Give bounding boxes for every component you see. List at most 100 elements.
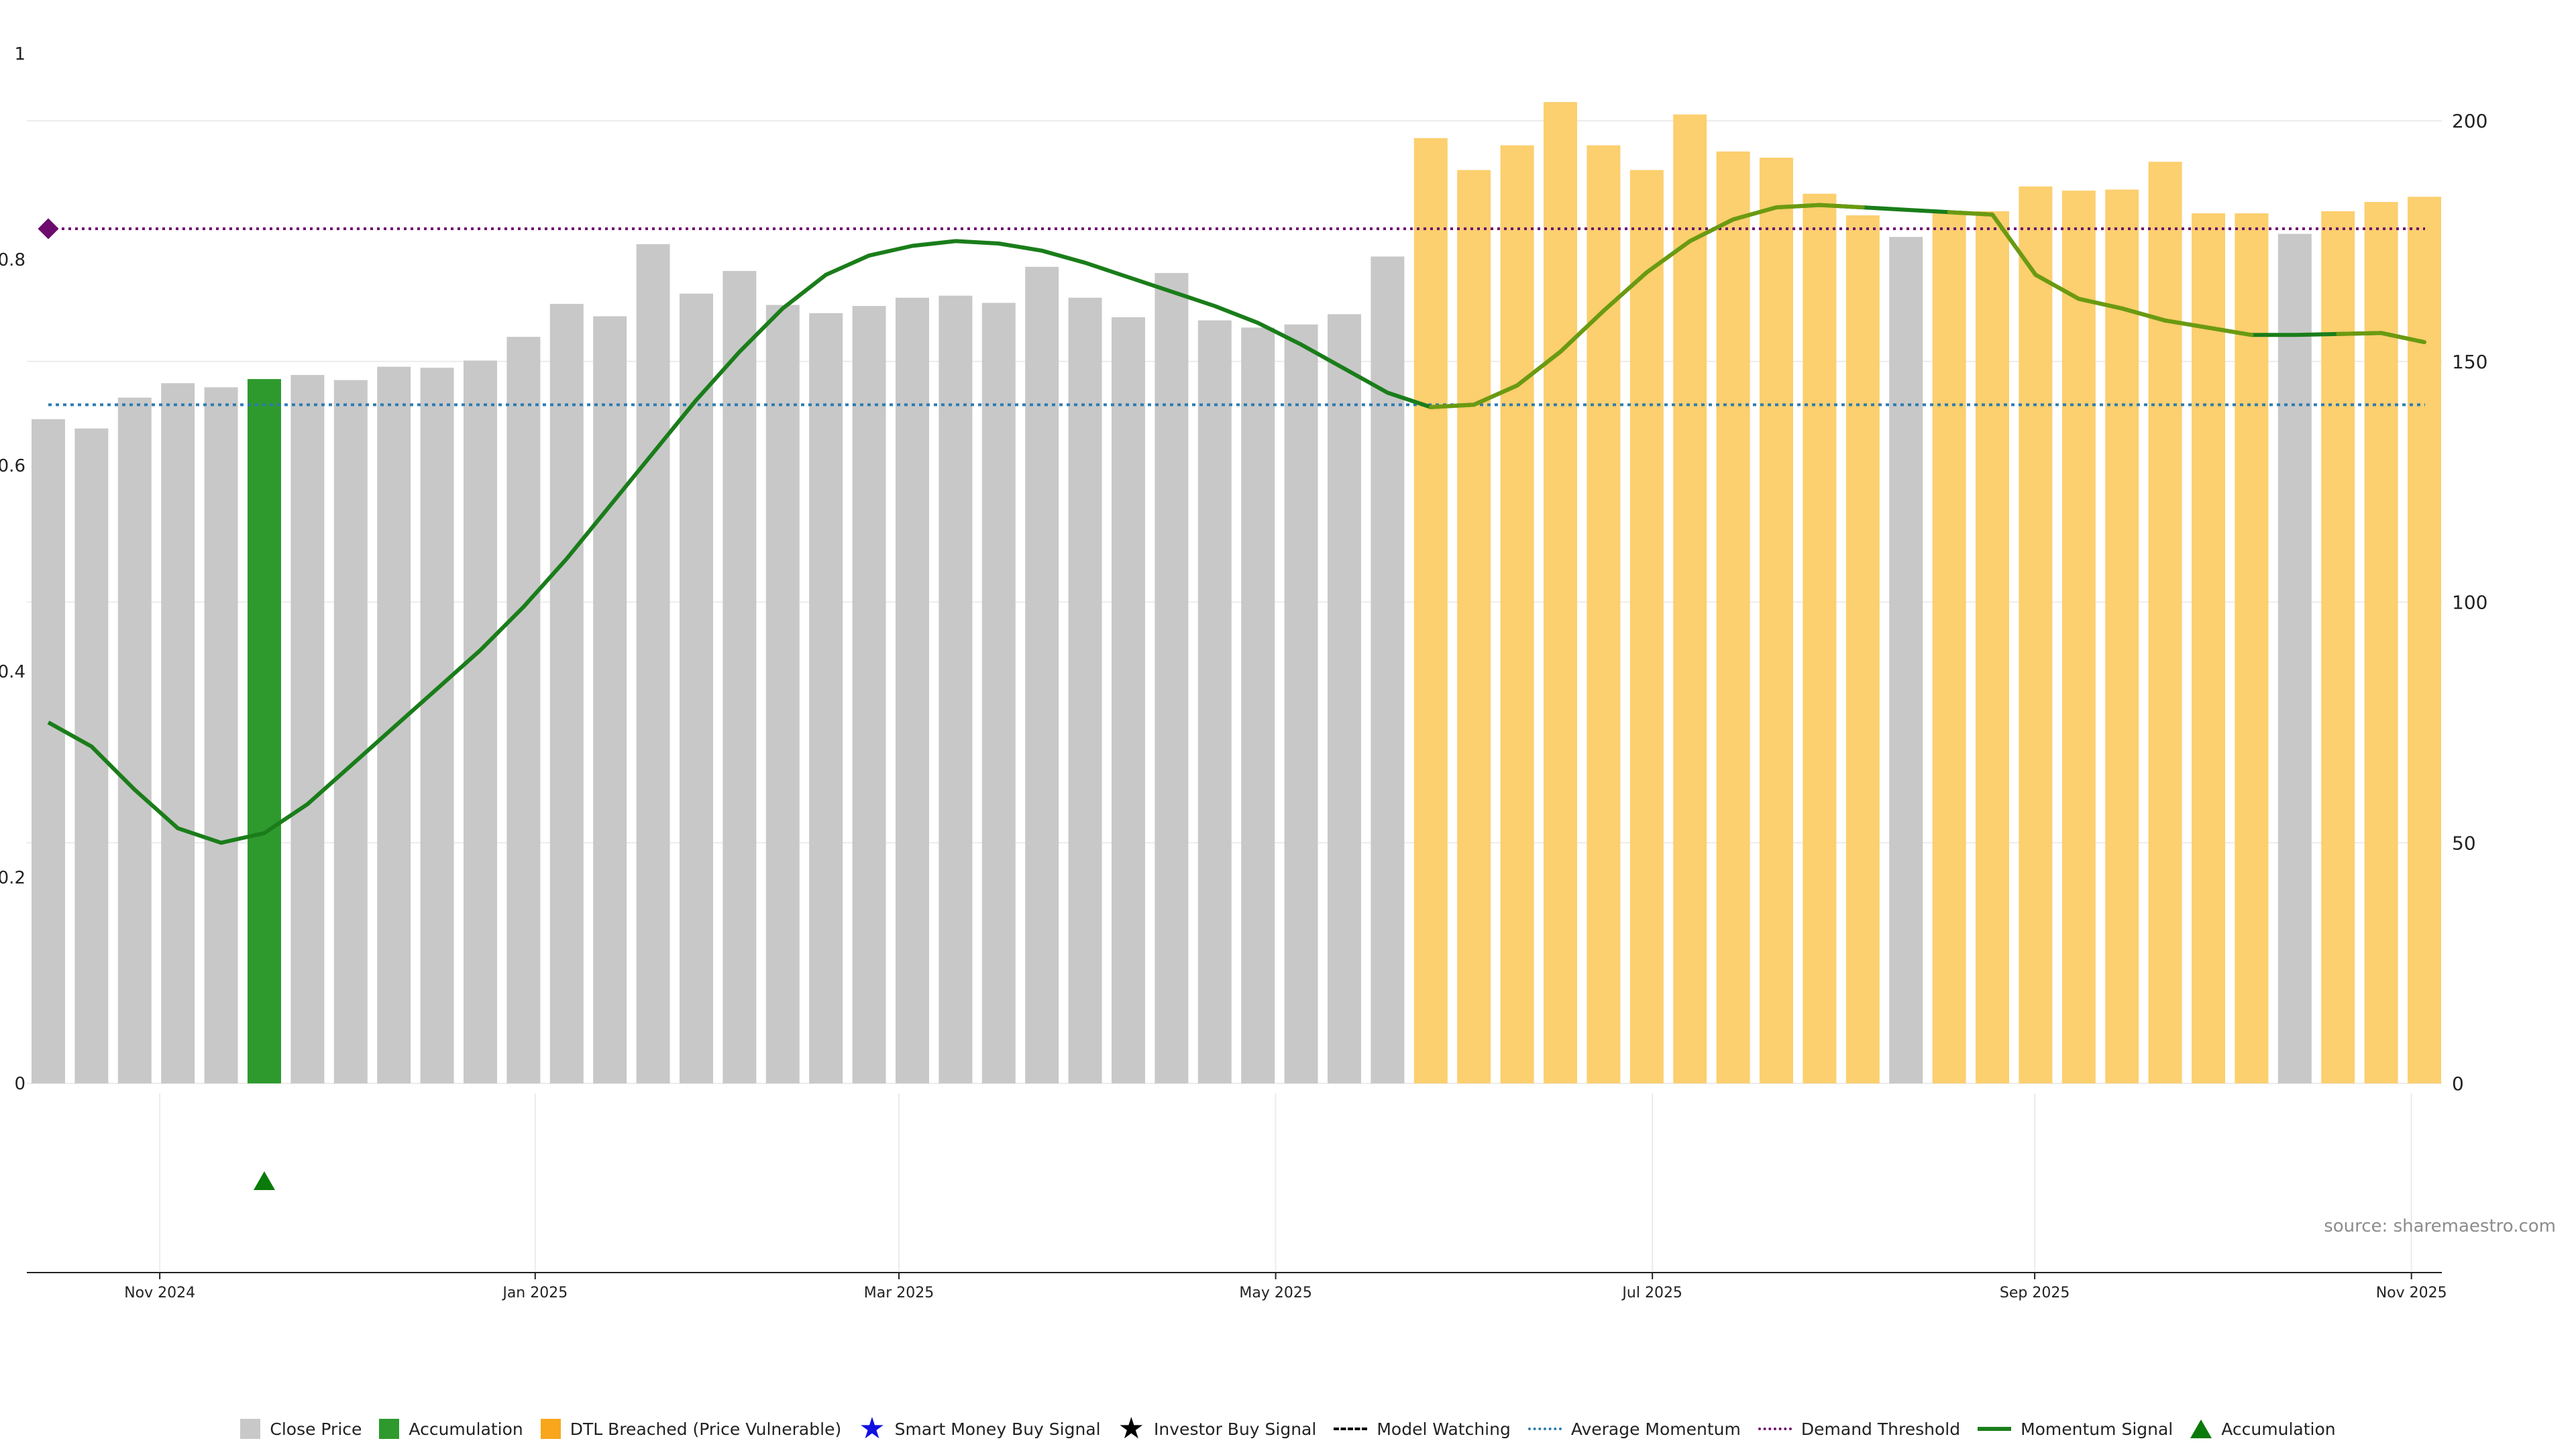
accumulation-marker <box>254 1171 275 1190</box>
bar-dtl <box>1803 193 1837 1083</box>
bar-close <box>1068 297 1102 1083</box>
x-axis-tick-label: Jan 2025 <box>501 1285 568 1301</box>
bar-series <box>32 102 2441 1084</box>
x-axis-tick-label: Sep 2025 <box>2000 1285 2070 1301</box>
x-axis-tick-label: Nov 2025 <box>2376 1285 2447 1301</box>
bar-close <box>464 360 497 1084</box>
bar-dtl <box>2019 186 2053 1083</box>
bar-dtl <box>1629 170 1664 1084</box>
reference-lines <box>38 218 2425 407</box>
left-axis-tick-label: 0 <box>14 1074 25 1094</box>
momentum-segment-dtl <box>1990 212 2038 277</box>
legend-item: Momentum Signal <box>1978 1419 2173 1439</box>
bar-close <box>333 380 368 1083</box>
bar-dtl <box>2321 211 2355 1084</box>
legend-label: Smart Money Buy Signal <box>894 1419 1101 1439</box>
x-axis-tick-label: Jul 2025 <box>1621 1285 1682 1301</box>
bar-close <box>117 397 152 1083</box>
bar-close <box>1371 256 1405 1083</box>
x-axis-tick-label: Nov 2024 <box>124 1285 195 1301</box>
bar-dtl <box>2148 162 2182 1083</box>
legend-item: Close Price <box>240 1419 362 1439</box>
legend-swatch <box>240 1419 261 1439</box>
legend-label: Demand Threshold <box>1801 1419 1961 1439</box>
bar-close <box>593 316 627 1083</box>
star-icon: ★ <box>859 1411 885 1446</box>
bar-close <box>1889 237 1923 1084</box>
momentum-segment-dtl <box>2379 331 2426 345</box>
legend-line-sample <box>1334 1428 1368 1430</box>
legend-item: Model Watching <box>1334 1419 1511 1439</box>
legend-item: Demand Threshold <box>1758 1419 1960 1439</box>
legend-label: DTL Breached (Price Vulnerable) <box>570 1419 842 1439</box>
momentum-segment-dtl <box>1601 270 1649 313</box>
triangle-icon <box>2190 1419 2212 1438</box>
legend-item: Accumulation <box>2190 1419 2336 1439</box>
momentum-segment-dtl <box>1688 217 1735 244</box>
bar-close <box>161 383 195 1084</box>
left-axis-tick-label: 0.6 <box>0 456 25 476</box>
bar-dtl <box>1673 114 1707 1084</box>
bar-close <box>981 303 1016 1084</box>
right-axis-tick-label: 50 <box>2452 832 2476 854</box>
momentum-segment-dtl <box>2206 325 2254 337</box>
legend-item: ★ Smart Money Buy Signal <box>859 1411 1101 1446</box>
axes: 0 0.2 0.4 0.6 0.8 1 0 50 100 150 200 Nov 2024 Jan 20… <box>0 44 2487 1301</box>
bar-close <box>204 387 238 1083</box>
bar-close <box>938 295 973 1084</box>
legend-line-sample <box>1527 1428 1562 1430</box>
star-icon: ★ <box>1118 1411 1145 1446</box>
bar-accumulation <box>248 379 281 1083</box>
right-axis-tick-label: 0 <box>2452 1073 2464 1095</box>
momentum-segment-dtl <box>1428 402 1477 409</box>
bar-close <box>290 374 325 1084</box>
bar-close <box>765 305 800 1083</box>
legend-label: Average Momentum <box>1570 1419 1741 1439</box>
bar-close <box>722 270 757 1083</box>
x-axis-tick-label: May 2025 <box>1239 1285 1311 1301</box>
bar-close <box>506 337 541 1083</box>
bar-dtl <box>1845 215 1880 1083</box>
bar-close <box>1155 272 1189 1084</box>
bar-close <box>32 419 65 1083</box>
momentum-segment-dtl <box>1644 239 1693 275</box>
legend-label: Accumulation <box>409 1419 523 1439</box>
momentum-segment-dtl <box>1947 210 1994 217</box>
legend-swatch <box>540 1419 561 1439</box>
bar-dtl <box>1457 170 1491 1084</box>
legend-label: Model Watching <box>1377 1419 1511 1439</box>
bar-dtl <box>1760 158 1793 1083</box>
legend-label: Close Price <box>270 1419 362 1439</box>
momentum-segment-dtl <box>2120 306 2167 323</box>
legend-label: Investor Buy Signal <box>1154 1419 1317 1439</box>
bar-close <box>1025 266 1059 1083</box>
right-axis-tick-label: 150 <box>2452 351 2487 373</box>
left-axis-tick-label: 0.2 <box>0 868 25 888</box>
bar-dtl <box>2408 197 2441 1083</box>
bar-close <box>549 304 584 1083</box>
bar-dtl <box>2192 213 2225 1083</box>
momentum-series <box>47 203 2426 845</box>
momentum-segment-dtl <box>1817 203 1865 210</box>
momentum-segment-dtl <box>1472 383 1519 407</box>
momentum-segment-dtl <box>1515 350 1562 388</box>
legend-item: ★ Investor Buy Signal <box>1118 1411 1317 1446</box>
bar-close <box>420 368 454 1083</box>
left-axis-tick-label: 0.4 <box>0 662 25 682</box>
legend-label: Momentum Signal <box>2021 1419 2174 1439</box>
legend-item: DTL Breached (Price Vulnerable) <box>540 1419 842 1439</box>
right-axis-tick-label: 100 <box>2452 592 2487 614</box>
legend-label: Accumulation <box>2221 1419 2336 1439</box>
left-axis-tick-label: 1 <box>14 44 25 64</box>
bar-close <box>636 244 670 1084</box>
momentum-segment-dtl <box>1774 203 1822 210</box>
left-axis-tick-label: 0.8 <box>0 250 25 270</box>
demand-threshold-marker <box>38 218 59 239</box>
bar-dtl <box>1976 211 2009 1084</box>
momentum-segment-dtl <box>1731 205 1778 222</box>
bar-dtl <box>2364 202 2398 1083</box>
legend-item: Accumulation <box>379 1419 523 1439</box>
bar-dtl <box>1413 138 1448 1083</box>
markers <box>254 1171 275 1190</box>
momentum-segment-dtl <box>2033 272 2081 301</box>
